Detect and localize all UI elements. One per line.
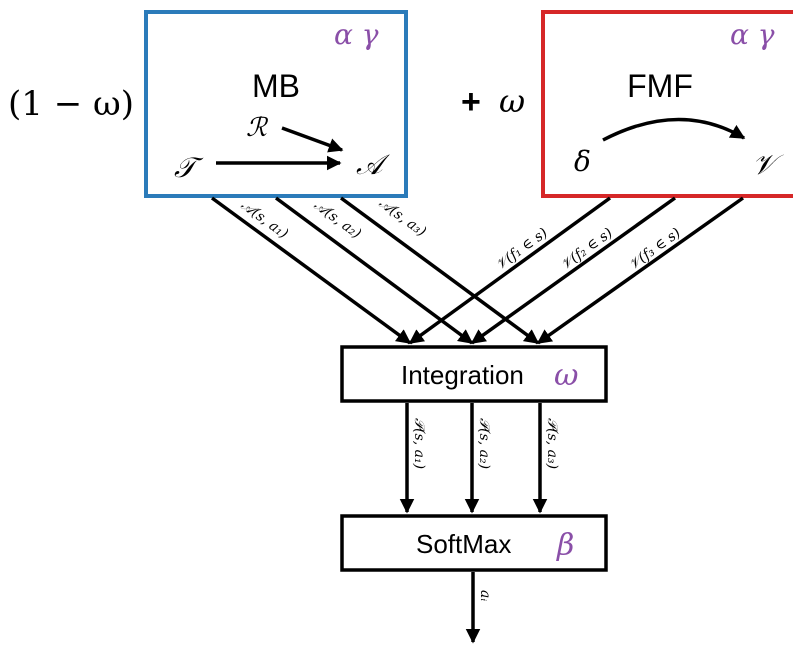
mb-title: MB [252,68,300,104]
fmf-node-v: 𝒱 [752,148,784,181]
policy-label-1: 𝒫(s, a₁) [411,418,427,469]
fmf-output-arrow-1 [408,196,612,345]
fmf-output-label-3: 𝒱(f₃ ∈ s) [626,225,684,273]
integration-box [340,345,608,403]
mb-params: α γ [334,18,379,51]
mb-output-arrow-2 [274,196,474,345]
mb-node-a: 𝒜 [356,148,390,181]
mb-weight-label: (1 − ω) [8,84,134,124]
fmf-params: α γ [730,18,775,51]
fmf-weight-label: ω [499,82,525,120]
mb-output-label-2: 𝒜(s, a₂) [311,197,364,242]
mb-node-t: 𝒯 [174,151,204,184]
mb-edge-r-to-a [281,126,344,153]
combine-symbol: + [461,83,481,121]
fmf-node-delta: δ [574,145,591,178]
policy-label-2: 𝒫(s, a₂) [476,418,492,469]
mb-box [144,10,408,198]
integration-param: ω [554,358,578,393]
fmf-output-arrow-2 [470,196,677,345]
integration-label: Integration [401,360,524,390]
fmf-title: FMF [627,68,693,104]
fmf-output-label-2: 𝒱(f₂ ∈ s) [558,225,616,273]
fmf-output-arrow-3 [536,196,745,345]
fmf-edge-delta-to-v [602,117,746,142]
fmf-box [541,10,793,198]
softmax-label: SoftMax [416,529,511,559]
mb-node-r: ℛ [246,113,269,143]
mb-output-arrow-1 [210,196,412,345]
softmax-box [340,514,608,572]
final-output-label: aᵢ [477,590,493,601]
policy-label-3: 𝒫(s, a₃) [544,418,560,469]
mb-output-label-3: 𝒜(s, a₃) [376,195,429,240]
softmax-param: β [556,528,574,563]
